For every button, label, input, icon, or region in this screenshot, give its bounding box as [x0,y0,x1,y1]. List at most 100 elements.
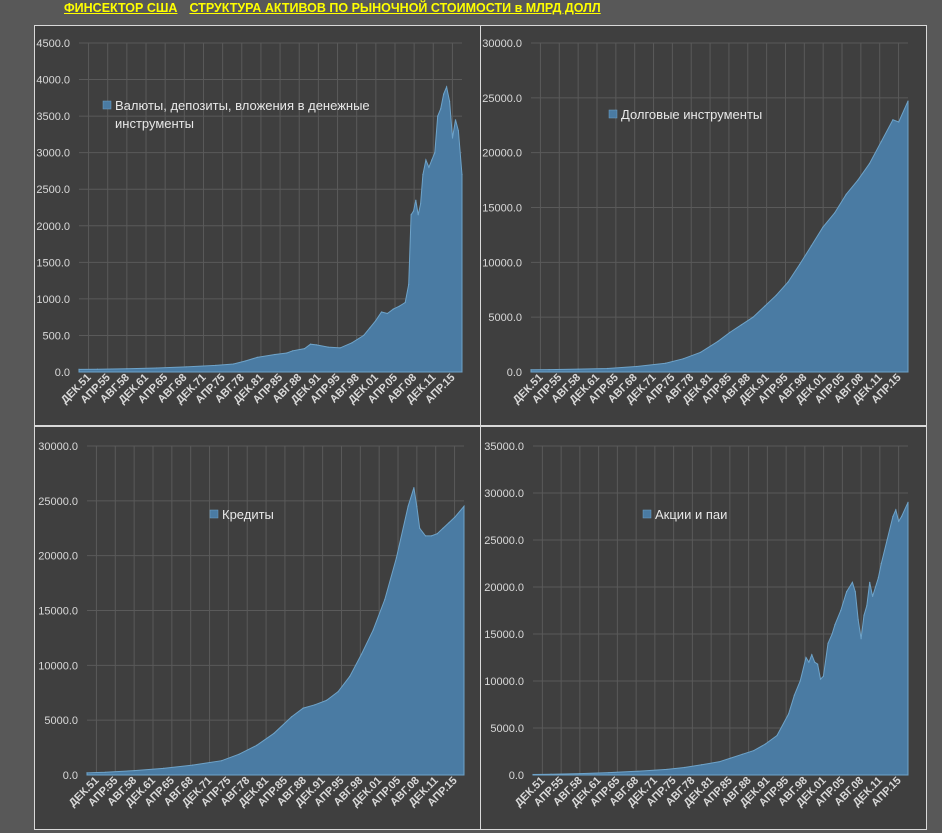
data-point [351,342,353,344]
data-point [892,515,894,518]
y-tick-label: 3000.0 [36,148,70,160]
data-point [532,773,534,776]
data-point [898,121,900,123]
data-point [793,694,795,696]
data-point [221,760,223,762]
data-point [666,768,668,770]
data-point [380,311,383,313]
data-point [286,352,288,354]
data-point [256,356,258,358]
data-point [799,263,801,266]
data-point [395,557,397,559]
data-point [787,281,789,283]
data-point [775,294,777,296]
data-point [831,633,833,635]
y-tick-label: 25000.0 [484,535,524,547]
data-point [608,772,610,774]
y-tick-label: 30000.0 [484,488,524,500]
y-tick-label: 1500.0 [36,257,70,269]
data-point [579,773,581,775]
legend-label: Кредиты [222,507,274,522]
data-point [845,193,847,195]
y-tick-label: 0.0 [63,770,78,782]
data-point [717,340,719,342]
data-point [606,367,608,370]
data-point [752,316,754,318]
chart-panel-debt-instruments: 0.0 5000.0 10000.0 15000.0 20000.0 25000.0 300… [480,25,927,426]
area-series [532,502,909,776]
data-point [413,487,415,489]
data-point [446,86,448,88]
data-point [851,581,853,583]
data-point [683,766,685,769]
chart-loans-svg: 0.0 5000.0 10000.0 15000.0 20000.0 25000.0 300… [38,441,465,809]
data-point [363,334,365,336]
data-point [901,515,903,518]
data-point [437,115,439,117]
data-point [869,581,871,583]
data-point [369,327,371,329]
y-tick-label: 20000.0 [38,551,78,563]
data-point [814,661,816,663]
data-point [857,619,859,621]
chart-panel-loans: 0.0 5000.0 10000.0 15000.0 20000.0 25000.0 300… [34,426,481,830]
data-point [407,505,409,507]
data-point [96,368,98,370]
data-point [822,675,824,677]
chart-equities-svg: 0.0 5000.0 10000.0 15000.0 20000.0 25000.0 300… [484,441,909,809]
data-point [764,305,766,307]
data-point [215,364,217,366]
data-point [834,212,836,214]
data-point [886,539,888,541]
data-point [898,520,900,522]
data-point [892,119,894,121]
data-point [811,654,813,656]
y-tick-label: 5000.0 [488,312,522,324]
title-asset-structure[interactable]: СТРУКТУРА АКТИВОВ ПО РЫНОЧНОЙ СТОИМОСТИ … [189,1,601,15]
y-tick-label: 10000.0 [482,257,522,269]
legend-swatch [209,509,219,519]
y-tick-label: 1000.0 [36,294,70,306]
data-point [78,368,80,370]
data-point [232,363,235,365]
data-point [808,661,810,663]
title-finsector[interactable]: ФИНСЕКТОР США [64,1,178,15]
area-series [530,100,909,373]
data-point [895,509,897,511]
data-point [530,369,532,371]
data-point [302,707,304,709]
y-tick-label: 2500.0 [36,184,70,196]
data-point [907,100,909,102]
data-point [386,312,388,315]
data-point [440,108,442,110]
data-point [325,699,328,701]
y-tick-label: 0.0 [507,367,522,379]
legend-label: Валюты, депозиты, вложения в денежные [115,98,370,113]
data-point [817,663,819,665]
data-point [274,353,276,356]
data-point [244,360,246,362]
y-tick-label: 2000.0 [36,221,70,233]
data-point [868,163,871,165]
y-tick-label: 30000.0 [38,441,78,453]
y-tick-label: 15000.0 [484,629,524,641]
data-point [126,368,128,370]
data-point [819,678,822,680]
y-tick-label: 25000.0 [38,496,78,508]
data-point [834,624,836,626]
data-point [360,653,362,655]
data-point [442,527,444,529]
data-point [741,753,743,755]
data-point [448,522,450,524]
data-point [776,734,778,737]
chart-currency-deposits-svg: 0.0 500.0 1000.0 1500.0 2000.0 2500.0 3000.0 35… [36,38,463,406]
data-point [548,369,550,371]
data-point [238,753,240,755]
data-point [449,100,451,103]
data-point [314,704,316,706]
data-point [729,331,731,334]
legend-swatch [608,109,618,119]
data-point [408,283,410,285]
data-point [337,691,339,693]
data-point [701,764,703,766]
